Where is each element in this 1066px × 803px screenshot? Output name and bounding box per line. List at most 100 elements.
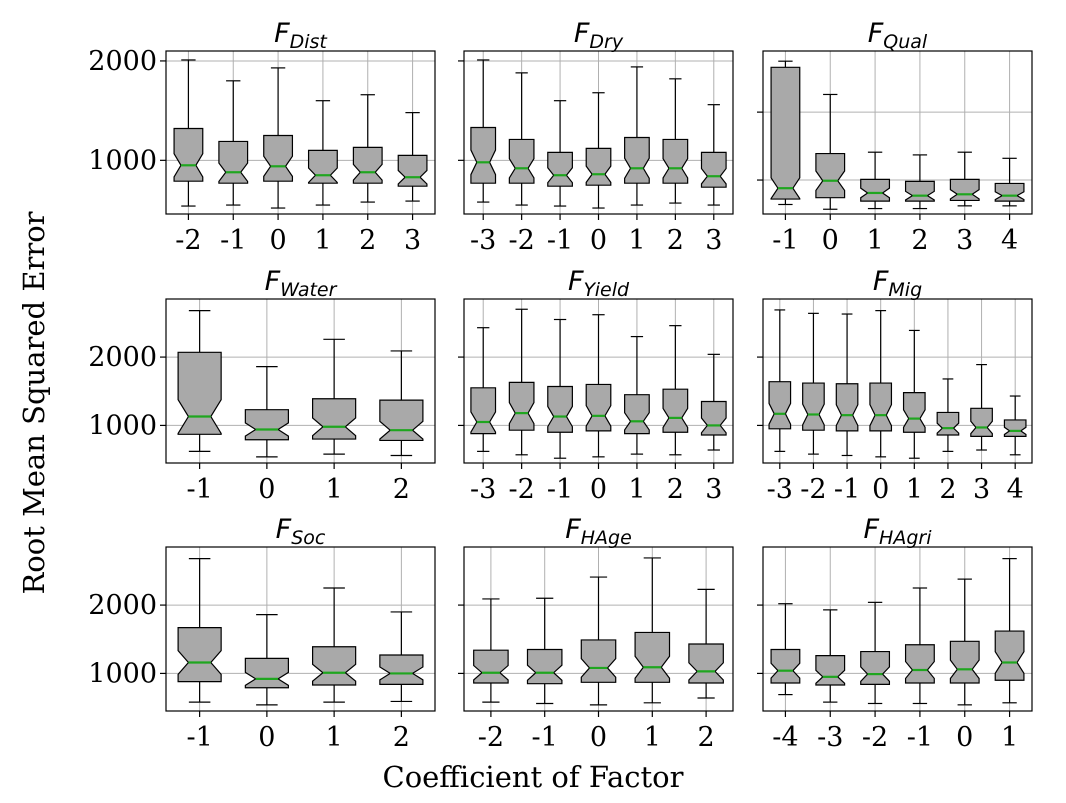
box-1 bbox=[860, 151, 891, 210]
box-4 bbox=[1003, 395, 1027, 456]
panel-title: FQual bbox=[868, 18, 928, 53]
box-1 bbox=[994, 558, 1025, 704]
panel-frame bbox=[762, 546, 1033, 712]
x-tick-label: 0 bbox=[822, 225, 839, 256]
box-body bbox=[585, 383, 612, 432]
box--2 bbox=[860, 601, 891, 705]
panel-title-sub: HAge bbox=[581, 527, 632, 549]
box-2 bbox=[662, 78, 689, 204]
x-tick-label: 0 bbox=[258, 474, 275, 505]
box-body bbox=[470, 387, 497, 435]
x-tick-label: -2 bbox=[508, 225, 534, 256]
box-3 bbox=[949, 151, 980, 207]
panel-title-main: F bbox=[568, 266, 584, 297]
box--3 bbox=[470, 59, 497, 203]
x-tick-label: -4 bbox=[772, 722, 798, 753]
box-body bbox=[624, 136, 650, 184]
box--4 bbox=[770, 603, 801, 696]
box-body bbox=[700, 151, 727, 188]
x-tick-label: 3 bbox=[973, 474, 990, 505]
x-axis-label: Coefficient of Factor bbox=[383, 760, 684, 794]
x-tick-label: -3 bbox=[470, 474, 496, 505]
panel-qual: -1 0 1 2 3 4 FQual bbox=[757, 18, 1033, 256]
x-tick-label: 3 bbox=[705, 225, 722, 256]
box--1 bbox=[526, 597, 563, 705]
box--1 bbox=[547, 318, 573, 459]
box-2 bbox=[662, 325, 689, 456]
box-body bbox=[994, 630, 1025, 681]
box-2 bbox=[688, 588, 724, 699]
x-tick-label: 1 bbox=[326, 474, 343, 505]
box-0 bbox=[580, 576, 617, 706]
box-body bbox=[307, 149, 338, 184]
panel-title-main: F bbox=[265, 266, 281, 297]
box-body bbox=[949, 640, 980, 684]
x-tick-label: 2 bbox=[911, 225, 928, 256]
panel-title: FYield bbox=[568, 266, 630, 301]
box--1 bbox=[904, 587, 935, 705]
box-body bbox=[218, 140, 249, 184]
x-tick-label: 0 bbox=[590, 225, 607, 256]
box-body bbox=[379, 654, 424, 685]
y-tick-label: 1000 bbox=[88, 145, 157, 176]
box-body bbox=[770, 648, 801, 684]
box--1 bbox=[218, 80, 249, 206]
panel-title: FDry bbox=[574, 18, 624, 53]
x-tick-label: 1 bbox=[1001, 722, 1018, 753]
box-0 bbox=[585, 314, 612, 458]
panel-title-main: F bbox=[864, 514, 880, 545]
x-tick-label: 1 bbox=[314, 225, 331, 256]
box-body bbox=[470, 126, 497, 184]
y-tick-label: 1000 bbox=[88, 410, 157, 441]
box--2 bbox=[473, 598, 509, 703]
panel-dry: -3 -2 -1 0 1 2 3 FDry bbox=[458, 18, 734, 256]
box-0 bbox=[263, 67, 294, 209]
x-tick-label: 1 bbox=[906, 474, 923, 505]
box-body bbox=[904, 180, 935, 202]
box-body bbox=[662, 388, 689, 433]
box-body bbox=[936, 411, 960, 436]
x-tick-label: -2 bbox=[478, 722, 504, 753]
x-tick-label: -3 bbox=[470, 225, 496, 256]
x-tick-label: -1 bbox=[772, 225, 798, 256]
box-body bbox=[177, 351, 222, 435]
box-body bbox=[770, 66, 801, 200]
y-tick-label: 2000 bbox=[88, 342, 157, 373]
box--1 bbox=[547, 100, 573, 207]
box-0 bbox=[244, 614, 289, 706]
x-tick-label: 2 bbox=[359, 225, 376, 256]
x-tick-label: 2 bbox=[667, 225, 684, 256]
box-body bbox=[547, 151, 573, 187]
x-tick-label: 1 bbox=[628, 225, 645, 256]
box--2 bbox=[173, 59, 204, 207]
box-body bbox=[802, 382, 825, 431]
box--3 bbox=[815, 609, 846, 703]
x-tick-label: -1 bbox=[532, 722, 558, 753]
x-tick-label: -1 bbox=[547, 474, 573, 505]
panel-title: FSoc bbox=[276, 514, 326, 549]
box-body bbox=[244, 657, 289, 689]
box-body bbox=[173, 127, 204, 182]
panel-frame bbox=[165, 50, 436, 215]
box--2 bbox=[508, 72, 535, 206]
box-2 bbox=[352, 94, 383, 203]
panel-title-main: F bbox=[574, 18, 590, 49]
x-tick-label: 0 bbox=[590, 474, 607, 505]
panel-yield: -3 -2 -1 0 1 2 3 FYield bbox=[458, 266, 734, 505]
box-3 bbox=[700, 353, 727, 451]
box-4 bbox=[994, 157, 1025, 207]
x-tick-label: 1 bbox=[628, 474, 645, 505]
x-tick-label: 2 bbox=[698, 722, 715, 753]
box-1 bbox=[624, 335, 650, 455]
panel-title: FMig bbox=[873, 266, 922, 301]
box-body bbox=[970, 407, 993, 437]
box-body bbox=[815, 152, 846, 199]
y-tick-label: 2000 bbox=[88, 590, 157, 621]
box-3 bbox=[700, 104, 727, 206]
panel-frame bbox=[762, 50, 1033, 215]
box-body bbox=[835, 383, 859, 432]
panel-title-main: F bbox=[868, 18, 884, 49]
box--1 bbox=[835, 313, 859, 457]
x-tick-label: 3 bbox=[404, 225, 421, 256]
box-body bbox=[379, 399, 424, 442]
